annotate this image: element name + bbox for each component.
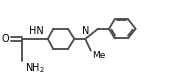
Text: Me: Me (93, 51, 106, 60)
Text: NH$_2$: NH$_2$ (25, 62, 45, 75)
Text: O: O (2, 34, 9, 44)
Text: HN: HN (29, 26, 44, 36)
Text: N: N (82, 26, 89, 36)
